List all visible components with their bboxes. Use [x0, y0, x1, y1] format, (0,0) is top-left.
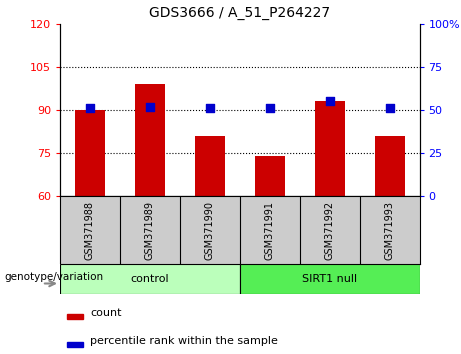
Text: GSM371989: GSM371989	[145, 200, 155, 259]
Text: GSM371993: GSM371993	[384, 200, 395, 259]
Bar	[60, 264, 240, 294]
Text: GSM371991: GSM371991	[265, 200, 275, 259]
Text: percentile rank within the sample: percentile rank within the sample	[90, 336, 278, 346]
Text: GSM371990: GSM371990	[205, 200, 215, 259]
Bar	[254, 156, 284, 196]
Point	[146, 104, 154, 109]
Bar	[135, 84, 165, 196]
Point	[206, 105, 213, 111]
Point	[86, 105, 94, 111]
Text: control: control	[130, 274, 169, 284]
Bar	[374, 136, 404, 196]
Bar	[240, 264, 420, 294]
Bar	[75, 110, 105, 196]
Text: SIRT1 null: SIRT1 null	[302, 274, 357, 284]
Title: GDS3666 / A_51_P264227: GDS3666 / A_51_P264227	[149, 6, 330, 20]
Point	[326, 98, 333, 104]
Point	[386, 105, 393, 111]
Point	[266, 105, 273, 111]
Text: GSM371988: GSM371988	[85, 200, 95, 259]
Text: GSM371992: GSM371992	[325, 200, 335, 259]
Bar	[314, 101, 344, 196]
Text: genotype/variation: genotype/variation	[5, 272, 104, 281]
Bar	[67, 342, 83, 347]
Text: count: count	[90, 308, 122, 318]
Bar	[67, 314, 83, 319]
Bar	[195, 136, 225, 196]
